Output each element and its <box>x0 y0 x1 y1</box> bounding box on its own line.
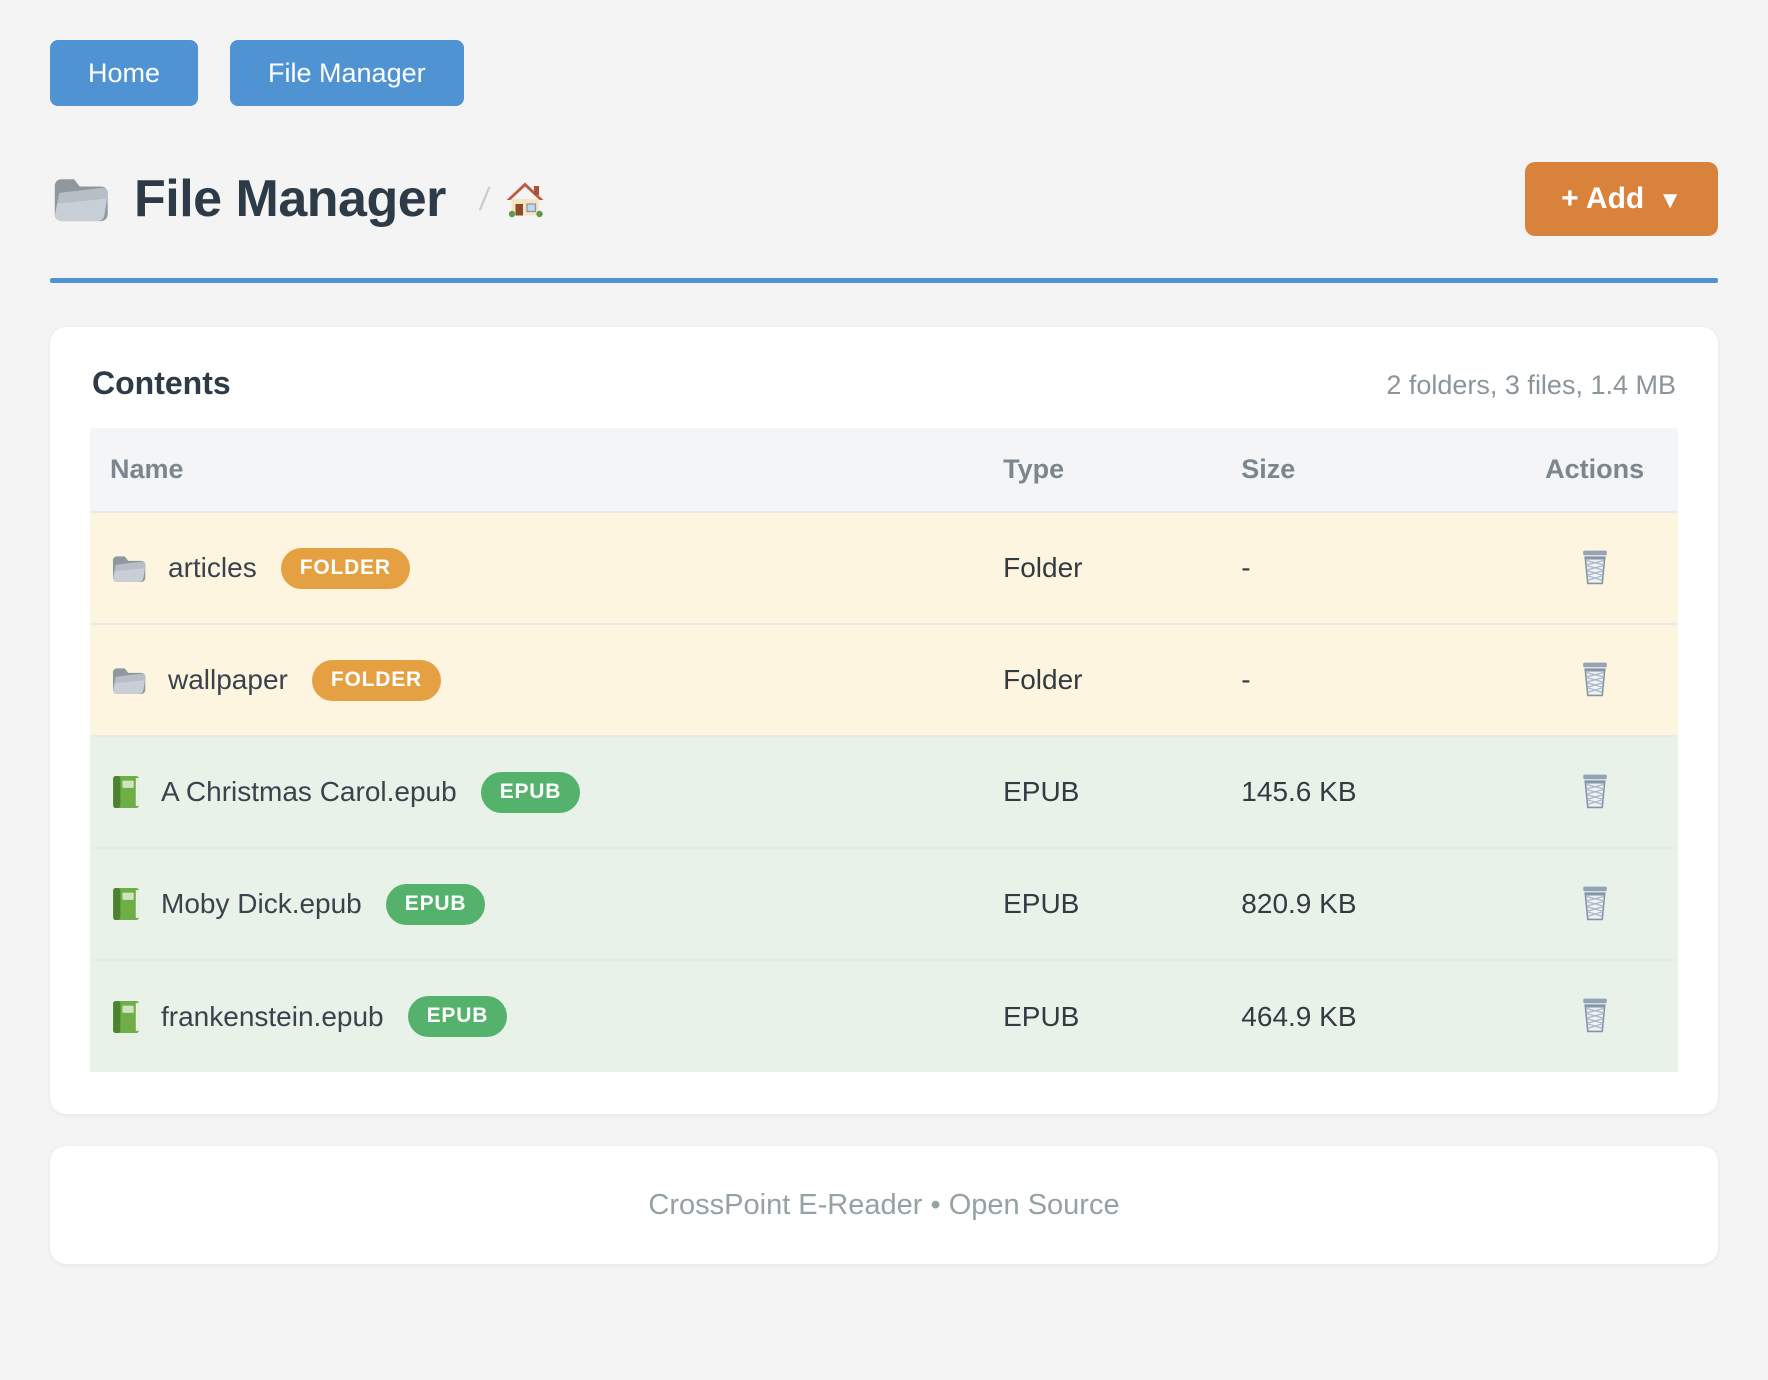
item-type: EPUB <box>1003 959 1242 1072</box>
column-header-name: Name <box>90 428 1004 512</box>
page-title: File Manager <box>134 170 446 228</box>
folder-icon <box>110 664 148 697</box>
column-header-size: Size <box>1241 428 1512 512</box>
header-divider <box>50 278 1718 283</box>
footer: CrossPoint E-Reader • Open Source <box>50 1146 1718 1264</box>
item-size: - <box>1241 511 1512 624</box>
item-name[interactable]: frankenstein.epub <box>161 1000 384 1032</box>
table-row[interactable]: Moby Dick.epub EPUB EPUB 820.9 KB <box>90 847 1678 960</box>
type-badge: EPUB <box>385 883 486 925</box>
file-manager-page: Home File Manager File Manager / + Add ▼ … <box>50 40 1718 1264</box>
folder-icon <box>50 172 112 226</box>
item-size: - <box>1241 623 1512 736</box>
table-row[interactable]: A Christmas Carol.epub EPUB EPUB 145.6 K… <box>90 735 1678 848</box>
item-name[interactable]: articles <box>168 552 257 583</box>
type-badge: EPUB <box>480 771 581 813</box>
table-header-row: Name Type Size Actions <box>90 428 1678 512</box>
green-book-icon <box>110 774 141 810</box>
add-button[interactable]: + Add ▼ <box>1525 162 1718 236</box>
chevron-down-icon: ▼ <box>1658 187 1682 214</box>
add-button-label: + Add <box>1561 182 1645 215</box>
delete-button[interactable] <box>1573 656 1617 702</box>
table-row[interactable]: wallpaper FOLDER Folder - <box>90 623 1678 736</box>
item-type: EPUB <box>1003 847 1242 960</box>
trash-icon <box>1577 996 1613 1034</box>
item-size: 145.6 KB <box>1241 735 1512 848</box>
type-badge: EPUB <box>407 996 508 1037</box>
column-header-type: Type <box>1003 428 1242 512</box>
trash-icon <box>1577 548 1613 586</box>
contents-summary: 2 folders, 3 files, 1.4 MB <box>1386 370 1676 400</box>
footer-text: CrossPoint E-Reader • Open Source <box>648 1188 1120 1221</box>
file-table-body: articles FOLDER Folder - wallpaper <box>90 511 1678 1072</box>
contents-card: Contents 2 folders, 3 files, 1.4 MB Name… <box>50 327 1718 1114</box>
type-badge: FOLDER <box>280 547 410 589</box>
file-manager-button[interactable]: File Manager <box>230 40 464 106</box>
item-size: 464.9 KB <box>1241 959 1512 1072</box>
trash-icon <box>1577 660 1613 698</box>
table-row[interactable]: frankenstein.epub EPUB EPUB 464.9 KB <box>90 959 1678 1072</box>
house-icon[interactable] <box>505 179 545 219</box>
delete-button[interactable] <box>1573 768 1617 814</box>
item-size: 820.9 KB <box>1241 847 1512 960</box>
item-name[interactable]: wallpaper <box>168 664 288 695</box>
home-button[interactable]: Home <box>50 40 199 106</box>
delete-button[interactable] <box>1573 880 1617 926</box>
column-header-actions: Actions <box>1511 428 1678 512</box>
delete-button[interactable] <box>1573 992 1617 1038</box>
item-type: Folder <box>1003 623 1242 736</box>
delete-button[interactable] <box>1573 544 1617 590</box>
green-book-icon <box>110 999 141 1035</box>
breadcrumb-separator: / <box>477 180 492 217</box>
item-name[interactable]: Moby Dick.epub <box>161 888 362 919</box>
top-nav: Home File Manager <box>50 40 1718 106</box>
contents-heading: Contents <box>92 365 231 401</box>
page-header: File Manager / + Add ▼ <box>50 162 1718 236</box>
breadcrumb: / <box>477 179 545 219</box>
item-type: EPUB <box>1003 735 1242 848</box>
trash-icon <box>1577 772 1613 810</box>
item-name[interactable]: A Christmas Carol.epub <box>161 776 457 807</box>
file-table: Name Type Size Actions articles FOLDER F… <box>90 428 1678 1072</box>
folder-icon <box>110 552 148 585</box>
trash-icon <box>1577 884 1613 922</box>
item-type: Folder <box>1003 511 1242 624</box>
type-badge: FOLDER <box>311 659 441 701</box>
green-book-icon <box>110 886 141 922</box>
table-row[interactable]: articles FOLDER Folder - <box>90 511 1678 624</box>
